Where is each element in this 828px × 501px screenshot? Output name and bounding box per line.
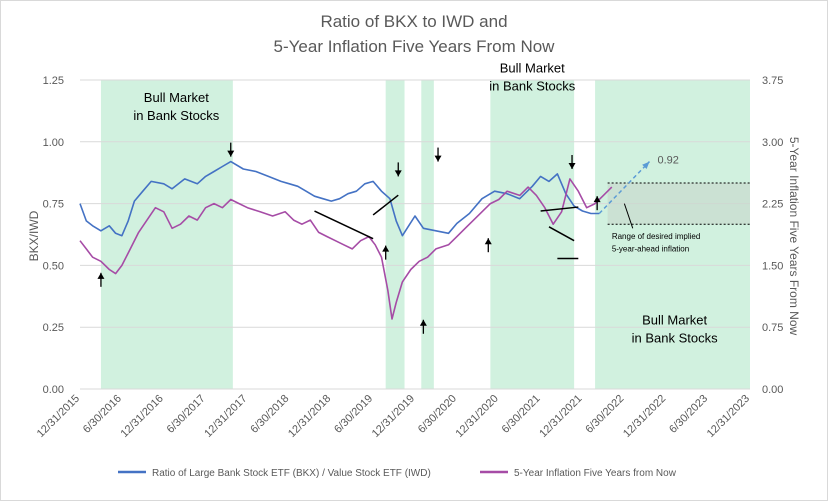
- bull-market-label-0-line-1: Bull Market: [144, 90, 209, 105]
- y-tick-label: 0.50: [43, 260, 64, 272]
- marker-arrowhead-8: [593, 196, 601, 203]
- bull-market-label-1-line-1: Bull Market: [500, 61, 565, 76]
- trend-line-2: [540, 206, 579, 212]
- marker-arrowhead-5: [434, 155, 442, 162]
- x-tick-label: 12/31/2020: [453, 393, 500, 440]
- bull-market-label-1-line-2: in Bank Stocks: [489, 79, 575, 94]
- y-tick-label: 0.00: [43, 384, 64, 396]
- y2-tick-label: 3.75: [762, 75, 783, 87]
- y-tick-label: 1.25: [43, 75, 64, 87]
- y-tick-label: 0.25: [43, 322, 64, 334]
- y2-axis-title: 5-Year Inflation Five Years From Now: [787, 137, 801, 336]
- chart-title-line-1: Ratio of BKX to IWD and: [320, 12, 507, 31]
- marker-arrowhead-0: [97, 272, 105, 279]
- x-tick-label: 12/31/2023: [705, 393, 752, 440]
- x-tick-label: 6/30/2020: [416, 393, 459, 436]
- bull-market-band-3: [490, 80, 575, 389]
- desired-inflation-range-band: [607, 183, 750, 225]
- x-tick-label: 6/30/2016: [81, 393, 124, 436]
- bull-market-label-2-line-1: Bull Market: [642, 313, 707, 328]
- band-pointer-line: [623, 203, 634, 229]
- chart-title-line-2: 5-Year Inflation Five Years From Now: [274, 37, 556, 56]
- x-tick-label: 6/30/2023: [667, 393, 710, 436]
- y2-tick-label: 2.25: [762, 199, 783, 211]
- series-line-1: [79, 178, 613, 320]
- x-tick-label: 6/30/2017: [165, 393, 208, 436]
- marker-arrowhead-1: [227, 150, 235, 157]
- marker-arrowhead-4: [419, 319, 427, 326]
- band-label-line-1: Range of desired implied: [612, 232, 701, 241]
- y-tick-label: 1.00: [43, 137, 64, 149]
- x-tick-label: 12/31/2016: [118, 393, 165, 440]
- bull-market-label-2-line-2: in Bank Stocks: [632, 331, 718, 346]
- y2-tick-label: 0.75: [762, 322, 783, 334]
- y-tick-label: 0.75: [43, 199, 64, 211]
- y2-tick-label: 0.00: [762, 384, 783, 396]
- x-tick-label: 6/30/2022: [583, 393, 626, 436]
- marker-arrowhead-6: [484, 238, 492, 245]
- bull-market-band-4: [595, 80, 750, 389]
- series-line-0: [79, 160, 600, 237]
- marker-arrowhead-2: [382, 245, 390, 252]
- trend-line-3: [548, 226, 575, 242]
- marker-arrowhead-3: [394, 170, 402, 177]
- x-tick-label: 12/31/2018: [286, 393, 333, 440]
- bull-market-label-0-line-2: in Bank Stocks: [133, 108, 219, 123]
- y-axis-title: BKX/IWD: [27, 210, 41, 261]
- x-tick-label: 12/31/2021: [537, 393, 584, 440]
- y2-tick-label: 3.00: [762, 137, 783, 149]
- trend-line-0: [314, 210, 374, 240]
- projection-label: 0.92: [658, 155, 679, 167]
- legend-label-0: Ratio of Large Bank Stock ETF (BKX) / Va…: [152, 468, 431, 479]
- legend-label-1: 5-Year Inflation Five Years from Now: [514, 468, 677, 479]
- y2-tick-label: 1.50: [762, 260, 783, 272]
- band-label-line-2: 5-year-ahead inflation: [612, 244, 689, 253]
- x-tick-label: 12/31/2017: [202, 393, 249, 440]
- x-tick-label: 6/30/2021: [500, 393, 543, 436]
- projection-line: [598, 161, 651, 215]
- projection-arrowhead: [642, 161, 650, 170]
- x-tick-label: 12/31/2019: [370, 393, 417, 440]
- bull-market-band-2: [421, 80, 434, 389]
- x-tick-label: 12/31/2015: [35, 393, 82, 440]
- trend-line-1: [372, 194, 399, 216]
- x-tick-label: 12/31/2022: [621, 393, 668, 440]
- x-tick-label: 6/30/2018: [248, 393, 291, 436]
- x-tick-label: 6/30/2019: [332, 393, 375, 436]
- marker-arrowhead-7: [568, 162, 576, 169]
